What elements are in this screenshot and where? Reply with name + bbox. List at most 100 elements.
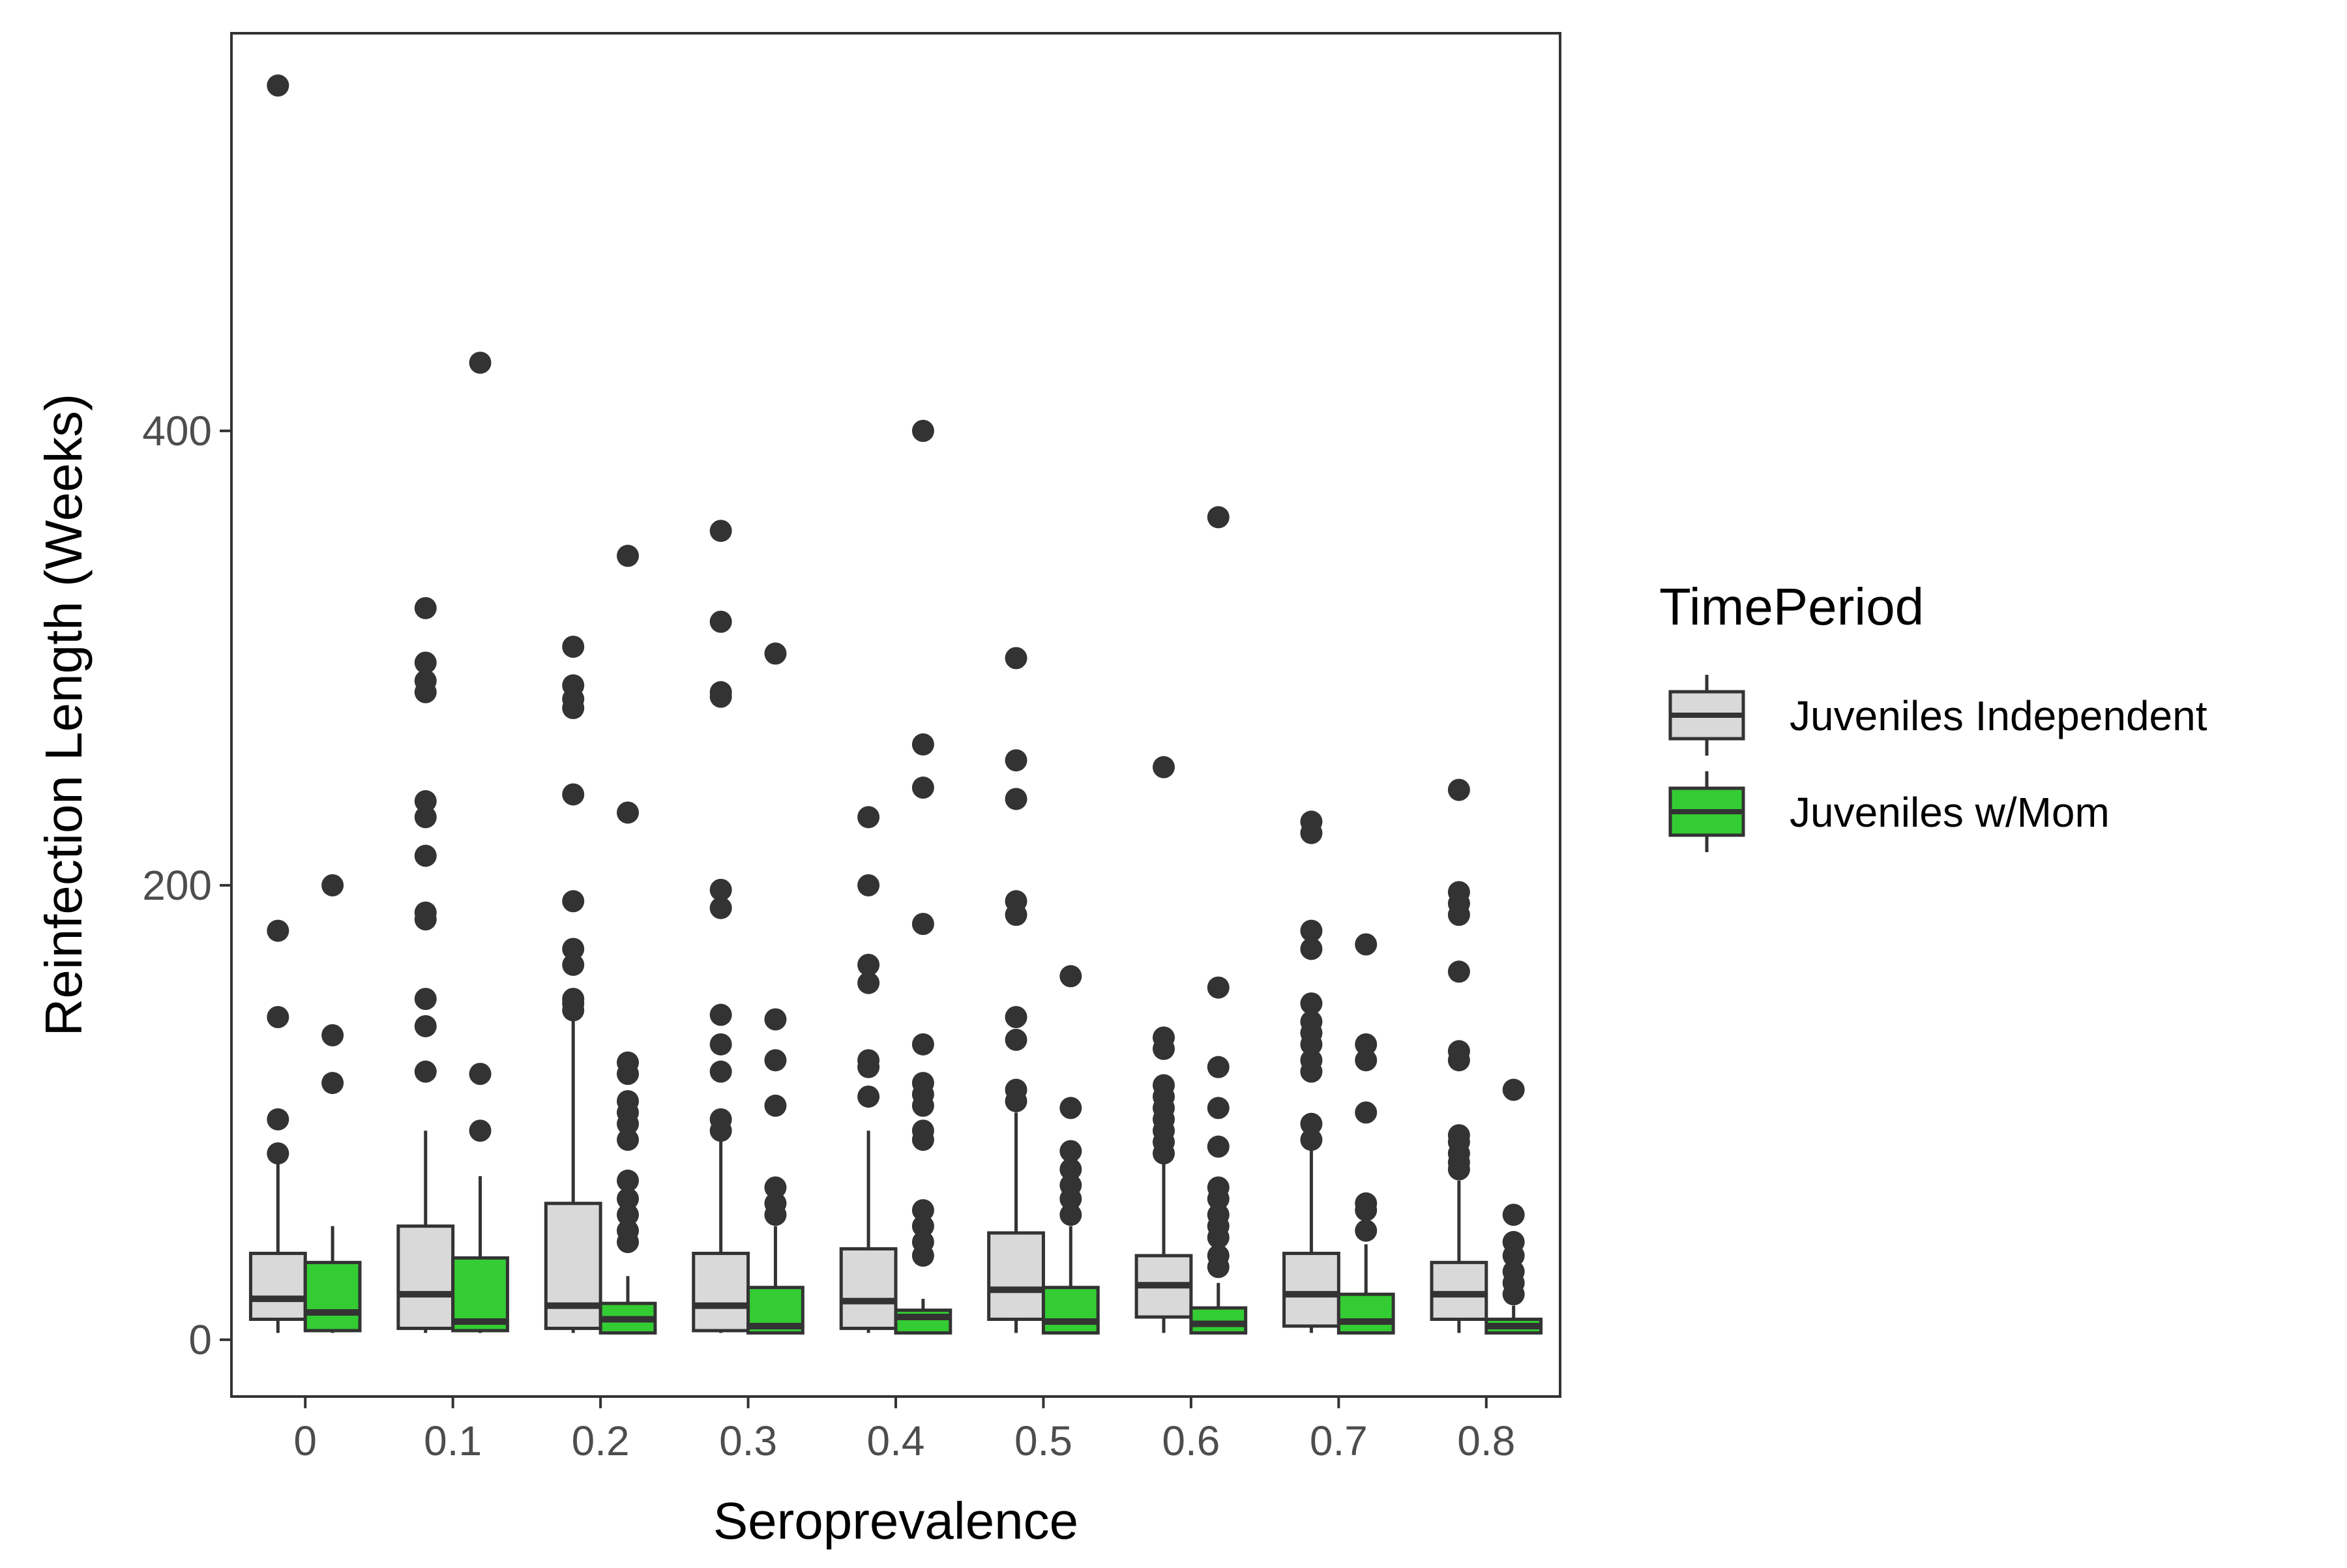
outlier-point	[709, 1033, 732, 1056]
outlier-point	[857, 953, 880, 976]
box-1-0.6	[1189, 506, 1248, 1335]
box-1-0.4	[894, 419, 952, 1335]
outlier-point	[911, 1231, 934, 1254]
outlier-point	[1447, 960, 1470, 983]
x-tick-label: 0.3	[719, 1417, 777, 1464]
outlier-point	[1300, 1049, 1323, 1072]
outlier-point	[562, 953, 585, 976]
outlier-point	[709, 896, 732, 919]
x-tick-label: 0.2	[572, 1417, 630, 1464]
x-tick-label: 0.6	[1162, 1417, 1220, 1464]
series-1	[303, 351, 1543, 1335]
box-body	[1282, 1251, 1340, 1328]
x-tick-label: 0.1	[424, 1417, 482, 1464]
outlier-point	[1502, 1231, 1525, 1254]
box-0-0.7	[1282, 810, 1340, 1333]
outlier-point	[709, 610, 732, 633]
outlier-point	[1355, 1101, 1378, 1124]
outlier-point	[1502, 1204, 1525, 1226]
outlier-point	[911, 419, 934, 442]
outlier-point	[562, 635, 585, 658]
box-0-0.8	[1430, 778, 1488, 1333]
legend-item-0: Juveniles Independent	[1668, 675, 2207, 756]
box-body	[692, 1251, 750, 1333]
axes-layer: 0 200 400 0 0.1 0.2 0.3 0.4 0.5 0.6 0.7 0.8	[142, 407, 1515, 1464]
outlier-point	[1207, 1244, 1230, 1267]
box-body	[894, 1309, 952, 1335]
box-0-0	[248, 74, 307, 1333]
box-body	[1336, 1292, 1395, 1335]
outlier-point	[1005, 788, 1027, 810]
outlier-point	[1005, 1028, 1027, 1051]
outlier-point	[1005, 1078, 1027, 1101]
outlier-point	[857, 1049, 880, 1072]
outlier-point	[1005, 647, 1027, 670]
outlier-point	[764, 1049, 787, 1072]
x-tick-label: 0.8	[1457, 1417, 1515, 1464]
plot-panel-border	[230, 32, 1561, 1398]
outlier-point	[617, 1219, 640, 1242]
outlier-point	[1355, 1049, 1378, 1072]
outlier-point	[764, 1094, 787, 1117]
box-body	[1041, 1286, 1100, 1335]
box-body	[303, 1260, 362, 1333]
x-tick-label: 0.4	[867, 1417, 925, 1464]
outlier-point	[709, 878, 732, 901]
outlier-point	[267, 1108, 289, 1131]
outlier-point	[1300, 938, 1323, 960]
box-1-0.1	[451, 351, 509, 1333]
box-1-0.8	[1484, 1078, 1543, 1335]
legend-label: Juveniles Independent	[1790, 692, 2207, 739]
outlier-point	[414, 806, 437, 829]
outlier-point	[911, 777, 934, 799]
outlier-point	[414, 988, 437, 1011]
outlier-point	[764, 1176, 787, 1199]
x-axis-title: Seroprevalence	[713, 1492, 1078, 1550]
outlier-point	[1059, 1158, 1082, 1181]
outlier-point	[469, 1119, 492, 1142]
plot-layer	[248, 74, 1543, 1335]
outlier-point	[562, 783, 585, 806]
outlier-point	[1300, 919, 1323, 942]
series-0	[248, 74, 1488, 1333]
box-1-0.7	[1336, 933, 1395, 1335]
outlier-point	[1447, 1124, 1470, 1147]
box-1-0	[303, 874, 362, 1333]
outlier-point	[414, 597, 437, 619]
outlier-point	[911, 1072, 934, 1095]
outlier-point	[1447, 1040, 1470, 1063]
outlier-point	[469, 351, 492, 374]
outlier-point	[1447, 881, 1470, 904]
outlier-point	[1059, 1204, 1082, 1226]
box-body	[1430, 1260, 1488, 1322]
outlier-point	[617, 1051, 640, 1074]
outlier-point	[1207, 976, 1230, 999]
outlier-point	[1059, 965, 1082, 988]
outlier-point	[562, 988, 585, 1011]
outlier-point	[1502, 1078, 1525, 1101]
outlier-point	[414, 651, 437, 674]
outlier-point	[321, 1024, 344, 1046]
outlier-point	[911, 913, 934, 936]
outlier-point	[1355, 933, 1378, 956]
outlier-point	[1447, 778, 1470, 801]
outlier-point	[617, 1129, 640, 1151]
outlier-point	[911, 733, 934, 756]
outlier-point	[857, 874, 880, 896]
outlier-point	[414, 844, 437, 867]
y-tick-label: 400	[142, 407, 212, 454]
legend: TimePeriod Juveniles IndependentJuvenile…	[1659, 578, 2207, 852]
outlier-point	[562, 890, 585, 913]
outlier-point	[1207, 1135, 1230, 1158]
y-tick-label: 0	[188, 1316, 212, 1363]
box-0-0.6	[1134, 756, 1193, 1333]
outlier-point	[414, 670, 437, 692]
outlier-point	[1355, 1033, 1378, 1056]
outlier-point	[764, 1192, 787, 1215]
outlier-point	[764, 1008, 787, 1031]
outlier-point	[764, 642, 787, 665]
x-tick-label: 0.5	[1014, 1417, 1072, 1464]
y-tick-label: 200	[142, 862, 212, 909]
